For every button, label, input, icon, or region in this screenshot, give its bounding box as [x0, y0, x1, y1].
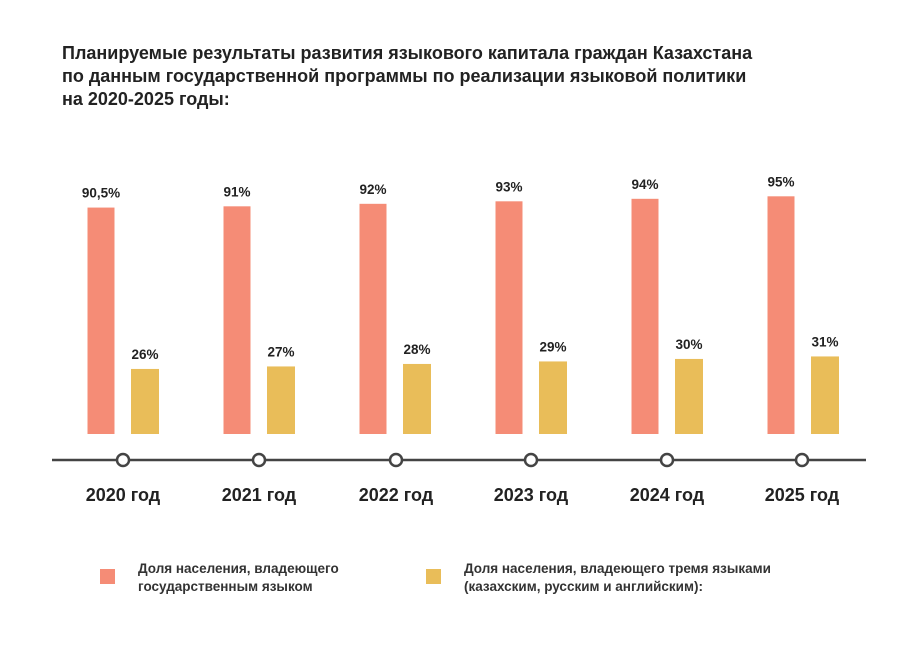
bar-state-language	[223, 206, 251, 434]
bar-three-languages	[131, 368, 159, 434]
axis-marker	[388, 452, 404, 468]
x-tick-label: 2020 год	[86, 485, 161, 505]
title-line-3: на 2020-2025 годы:	[62, 89, 230, 109]
legend-swatch-state-language	[100, 569, 115, 584]
axis-marker	[251, 452, 267, 468]
data-label-three-languages: 29%	[539, 339, 566, 354]
axis-marker	[794, 452, 810, 468]
bar-three-languages	[267, 366, 295, 434]
data-label-state-language: 94%	[631, 177, 658, 192]
bar-state-language	[631, 198, 659, 434]
x-tick-label: 2023 год	[494, 485, 569, 505]
legend-label-three-languages: Доля населения, владеющего тремя языками…	[464, 561, 771, 594]
bar-three-languages	[403, 363, 431, 434]
bar-state-language	[495, 201, 523, 434]
x-tick-label: 2022 год	[359, 485, 434, 505]
x-tick-label: 2025 год	[765, 485, 840, 505]
title-line-1: Планируемые результаты развития языковог…	[62, 43, 753, 63]
data-label-three-languages: 28%	[403, 342, 430, 357]
data-label-three-languages: 27%	[267, 344, 294, 359]
axis-marker	[659, 452, 675, 468]
axis-marker	[115, 452, 131, 468]
data-label-state-language: 92%	[359, 182, 386, 197]
data-label-state-language: 93%	[495, 179, 522, 194]
data-label-three-languages: 31%	[811, 334, 838, 349]
legend-swatch-three-languages	[426, 569, 441, 584]
data-label-state-language: 95%	[767, 174, 794, 189]
bar-state-language	[87, 207, 115, 434]
bar-three-languages	[811, 356, 839, 434]
legend-label-state-language: Доля населения, владеющего государственн…	[138, 561, 339, 594]
data-label-state-language: 90,5%	[82, 186, 120, 201]
x-tick-label: 2021 год	[222, 485, 297, 505]
data-label-three-languages: 30%	[675, 337, 702, 352]
x-tick-label: 2024 год	[630, 485, 705, 505]
bar-three-languages	[539, 361, 567, 434]
title-line-2: по данным государственной программы по р…	[62, 66, 747, 86]
data-label-state-language: 91%	[223, 184, 250, 199]
axis-marker	[523, 452, 539, 468]
bar-state-language	[767, 196, 795, 434]
data-label-three-languages: 26%	[131, 347, 158, 362]
bar-three-languages	[675, 358, 703, 434]
bar-state-language	[359, 203, 387, 434]
chart-title: Планируемые результаты развития языковог…	[62, 42, 862, 111]
